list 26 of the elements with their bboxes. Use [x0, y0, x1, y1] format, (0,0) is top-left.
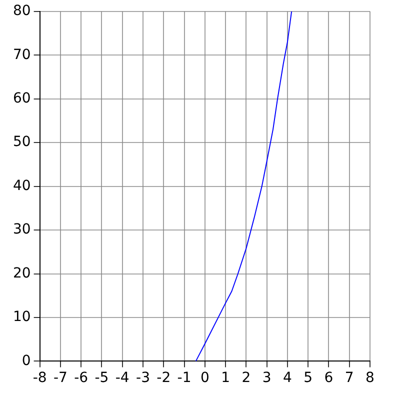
y-tick-label: 80: [12, 3, 31, 20]
y-tick-label: 10: [12, 309, 31, 326]
y-tick-label: 0: [22, 352, 31, 369]
x-tick-label: -2: [156, 370, 171, 386]
x-tick-label: -7: [53, 370, 68, 386]
x-tick-label: 4: [282, 370, 292, 386]
x-tick-label: 3: [262, 370, 272, 386]
y-tick-label: 30: [12, 222, 31, 238]
x-tick-label: -5: [94, 370, 109, 386]
x-tick-label: 7: [344, 370, 354, 386]
y-tick-label: 40: [12, 178, 31, 194]
x-tick-label: -4: [115, 370, 130, 386]
y-tick-label: 20: [12, 265, 31, 282]
x-tick-label: 2: [242, 370, 251, 386]
y-tick-label: 70: [12, 46, 31, 63]
x-tick-label: -1: [177, 370, 192, 386]
x-tick-label: 0: [200, 370, 210, 386]
x-tick-label: -3: [136, 370, 150, 386]
x-tick-label: 5: [304, 370, 313, 386]
x-tick-label: -8: [32, 370, 47, 386]
x-tick-label: -6: [74, 370, 88, 386]
x-tick-label: 8: [366, 370, 374, 386]
y-tick-label: 60: [12, 90, 31, 106]
x-tick-label: 1: [221, 370, 230, 386]
y-tick-label: 50: [12, 134, 31, 150]
x-tick-label: 6: [324, 370, 334, 386]
